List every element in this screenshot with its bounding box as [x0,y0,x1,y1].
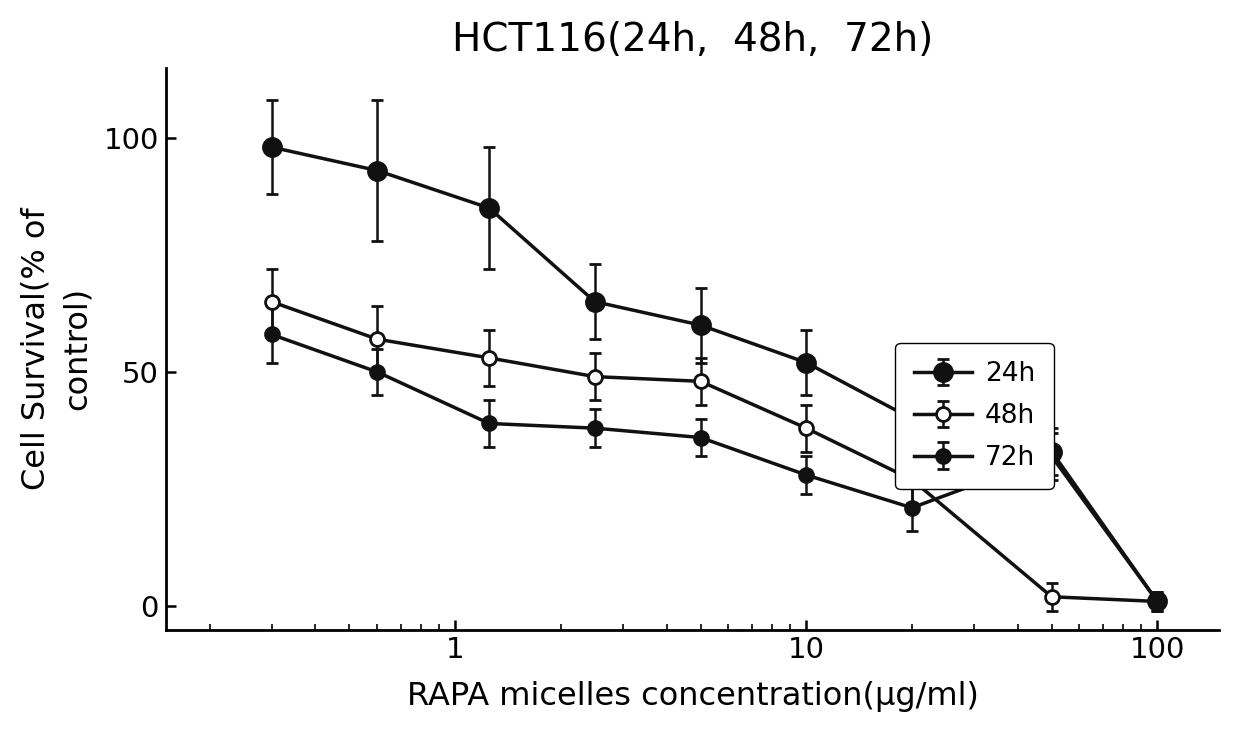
Title: HCT116(24h,  48h,  72h): HCT116(24h, 48h, 72h) [451,21,934,59]
Legend: 24h, 48h, 72h: 24h, 48h, 72h [895,342,1054,490]
X-axis label: RAPA micelles concentration(μg/ml): RAPA micelles concentration(μg/ml) [407,681,978,712]
Y-axis label: Cell Survival(% of
control): Cell Survival(% of control) [21,207,93,490]
